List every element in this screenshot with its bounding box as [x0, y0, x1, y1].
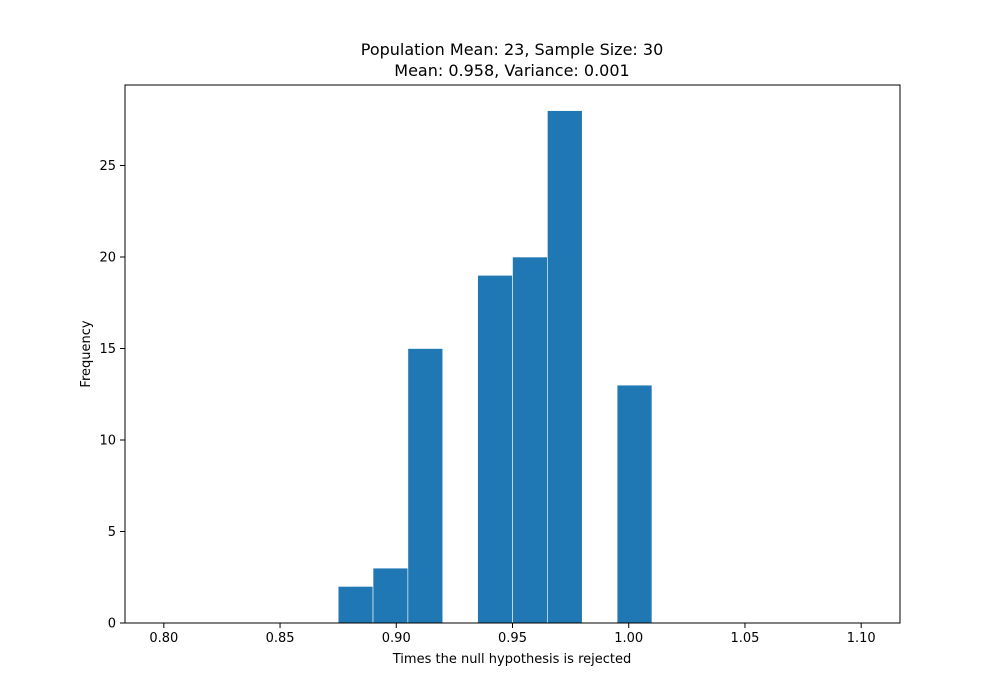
- histogram-bar: [547, 110, 583, 624]
- x-tick-label: 0.80: [149, 631, 178, 646]
- histogram-bar: [616, 384, 653, 624]
- x-tick-label: 1.10: [847, 631, 876, 646]
- histogram-bar: [512, 256, 548, 624]
- y-tick-label: 15: [99, 342, 116, 357]
- histogram-bar: [372, 567, 409, 624]
- y-tick-label: 10: [99, 434, 116, 449]
- x-axis-ticks: 0.80 0.85 0.90 0.95 1.00 1.05 1.10: [149, 623, 876, 646]
- x-axis-label: Times the null hypothesis is rejected: [392, 652, 631, 667]
- chart-subtitle: Mean: 0.958, Variance: 0.001: [394, 61, 629, 80]
- y-axis-ticks: 0 5 10 15 20 25: [99, 159, 125, 632]
- histogram-bar: [337, 586, 374, 624]
- y-tick-label: 20: [99, 251, 116, 266]
- bars-group: [337, 110, 653, 624]
- y-tick-label: 0: [108, 617, 116, 632]
- x-tick-label: 0.85: [266, 631, 295, 646]
- x-tick-label: 1.05: [730, 631, 759, 646]
- x-tick-label: 1.00: [614, 631, 643, 646]
- x-tick-label: 0.90: [382, 631, 411, 646]
- chart-title: Population Mean: 23, Sample Size: 30: [361, 40, 664, 59]
- histogram-bar: [477, 275, 513, 624]
- y-tick-label: 5: [108, 525, 116, 540]
- y-axis-label: Frequency: [79, 320, 94, 387]
- x-tick-label: 0.95: [498, 631, 527, 646]
- y-tick-label: 25: [99, 159, 116, 174]
- histogram-bar: [407, 348, 444, 624]
